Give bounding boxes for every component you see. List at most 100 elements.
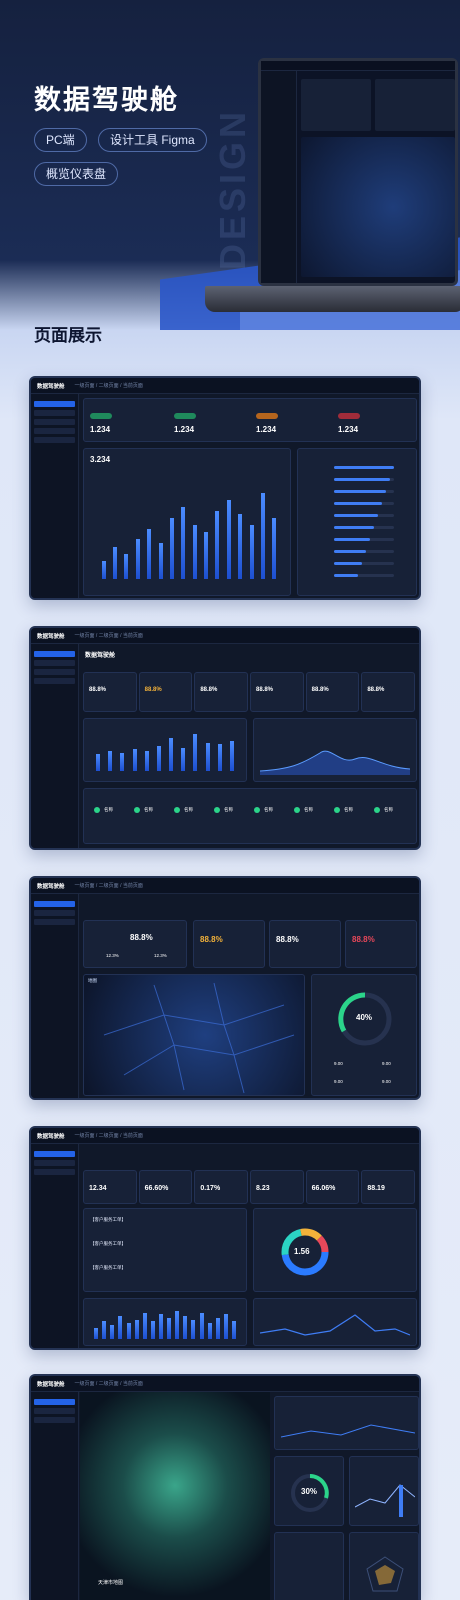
breadcrumb: 一级页面 / 二级页面 / 当前页面 bbox=[74, 883, 143, 889]
gauge-stat: 9.00 bbox=[334, 1079, 343, 1084]
person-avatar[interactable] bbox=[334, 807, 340, 813]
kpi-tag bbox=[90, 413, 112, 419]
kpi-value: 88.8% bbox=[200, 687, 218, 693]
kpi-value: 8.23 bbox=[256, 1185, 270, 1192]
chart-bar bbox=[101, 561, 106, 579]
sidebar-item-active[interactable] bbox=[34, 1399, 75, 1405]
sidebar-item[interactable] bbox=[34, 910, 75, 916]
sidebar-item-active[interactable] bbox=[34, 651, 75, 657]
event-item[interactable]: 【客户服务工单】 bbox=[90, 1241, 126, 1246]
sidebar-item[interactable] bbox=[34, 428, 75, 434]
chart-bar bbox=[134, 1319, 139, 1339]
tag-platform: PC端 bbox=[34, 128, 87, 152]
chart-bar bbox=[135, 539, 140, 579]
chart-bar bbox=[169, 517, 174, 579]
sidebar-item[interactable] bbox=[34, 410, 75, 416]
chart-bar bbox=[96, 754, 101, 771]
sidebar bbox=[31, 1144, 79, 1348]
chart-bar bbox=[226, 499, 231, 579]
line-chart bbox=[260, 1314, 410, 1336]
kpi-card: 88.8% bbox=[305, 672, 360, 712]
3d-map[interactable]: 天津市地图 bbox=[80, 1392, 270, 1600]
person-avatar[interactable] bbox=[374, 807, 380, 813]
sidebar-item[interactable] bbox=[34, 1160, 75, 1166]
chart-bar bbox=[193, 734, 198, 771]
app-logo[interactable]: 数据驾驶舱 bbox=[37, 883, 65, 890]
gauge-card: 30% bbox=[274, 1456, 344, 1526]
chart-bar bbox=[132, 749, 137, 771]
gauge-stat: 9.00 bbox=[382, 1079, 391, 1084]
sidebar-item[interactable] bbox=[34, 660, 75, 666]
line-chart-card bbox=[253, 1298, 417, 1346]
chart-bar bbox=[156, 746, 161, 771]
kpi-value: 88.8% bbox=[89, 687, 107, 693]
person-avatar[interactable] bbox=[254, 807, 260, 813]
gauge-stat: 9.00 bbox=[382, 1061, 391, 1066]
list-track bbox=[334, 574, 394, 577]
chart-bar bbox=[183, 1316, 188, 1339]
app-topbar: 数据驾驶舱 一级页面 / 二级页面 / 当前页面 bbox=[31, 1128, 419, 1144]
kpi-value: 88.8% bbox=[200, 935, 223, 944]
chart-bar bbox=[102, 1321, 107, 1339]
person-name: 名称 bbox=[224, 807, 233, 812]
app-topbar: 数据驾驶舱 一级页面 / 二级页面 / 当前页面 bbox=[31, 628, 419, 644]
chart-bar bbox=[150, 1321, 155, 1339]
person-avatar[interactable] bbox=[134, 807, 140, 813]
app-topbar: 数据驾驶舱 一级页面 / 二级页面 / 当前页面 bbox=[31, 378, 419, 394]
main-content: 88.8% 12.3% 12.3% 88.8% 88.8% 88.8% 地图 4… bbox=[83, 898, 417, 1096]
event-item[interactable]: 【客户服务工单】 bbox=[90, 1265, 126, 1270]
app-logo[interactable]: 数据驾驶舱 bbox=[37, 383, 65, 390]
breadcrumb: 一级页面 / 二级页面 / 当前页面 bbox=[74, 1381, 143, 1387]
person-avatar[interactable] bbox=[94, 807, 100, 813]
kpi-strip: 1.234 1.234 1.234 1.234 bbox=[83, 398, 417, 442]
list-track bbox=[334, 562, 394, 565]
bar-chart-card: 3.234 bbox=[83, 448, 291, 596]
page-title: 数据驾驶舱 bbox=[85, 653, 116, 659]
sidebar-item[interactable] bbox=[34, 678, 75, 684]
kpi-value: 88.8% bbox=[367, 687, 385, 693]
kpi-card: 88.8% bbox=[194, 672, 248, 712]
list-bar bbox=[334, 490, 386, 493]
person-avatar[interactable] bbox=[174, 807, 180, 813]
kpi-card: 12.34 bbox=[83, 1170, 137, 1204]
app-logo[interactable]: 数据驾驶舱 bbox=[37, 633, 65, 640]
sidebar-item[interactable] bbox=[34, 669, 75, 675]
sidebar-item[interactable] bbox=[34, 1417, 75, 1423]
app-logo[interactable]: 数据驾驶舱 bbox=[37, 1381, 65, 1388]
sidebar bbox=[31, 394, 79, 598]
screenshot-dashboard-5: 数据驾驶舱 一级页面 / 二级页面 / 当前页面 天津市地图 30% bbox=[29, 1374, 421, 1600]
sidebar-item[interactable] bbox=[34, 419, 75, 425]
sidebar-item-active[interactable] bbox=[34, 1151, 75, 1157]
chart-bar bbox=[181, 507, 186, 579]
event-item[interactable]: 【客户服务工单】 bbox=[90, 1217, 126, 1222]
screenshot-dashboard-2: 数据驾驶舱 一级页面 / 二级页面 / 当前页面 数据驾驶舱 88.8% 88.8… bbox=[29, 626, 421, 850]
area-chart bbox=[260, 750, 410, 775]
app-topbar: 数据驾驶舱 一级页面 / 二级页面 / 当前页面 bbox=[31, 878, 419, 894]
sidebar-item[interactable] bbox=[34, 919, 75, 925]
sidebar-item[interactable] bbox=[34, 1169, 75, 1175]
laptop-base bbox=[205, 286, 460, 312]
event-list: 【客户服务工单】 【客户服务工单】 【客户服务工单】 bbox=[90, 1217, 240, 1287]
chart-bar bbox=[181, 747, 186, 771]
bar-chart-card bbox=[83, 718, 247, 782]
person-avatar[interactable] bbox=[214, 807, 220, 813]
chart-bar bbox=[144, 751, 149, 771]
list-bar bbox=[334, 550, 366, 553]
chart-bar bbox=[249, 525, 254, 579]
sidebar bbox=[31, 644, 79, 848]
kpi-row: 88.8% 88.8% 88.8% 88.8% 88.8% 88.8% bbox=[83, 672, 415, 712]
main-content: 1.234 1.234 1.234 1.234 3.234 bbox=[83, 398, 417, 596]
list-bar bbox=[334, 478, 390, 481]
sidebar-item[interactable] bbox=[34, 437, 75, 443]
app-logo[interactable]: 数据驾驶舱 bbox=[37, 1133, 65, 1140]
sidebar-item[interactable] bbox=[34, 1408, 75, 1414]
map-card[interactable]: 地图 bbox=[83, 974, 305, 1096]
sidebar-item-active[interactable] bbox=[34, 401, 75, 407]
chart-bar bbox=[110, 1324, 115, 1339]
list-bar bbox=[334, 502, 382, 505]
chart-main-value: 3.234 bbox=[90, 455, 111, 464]
sidebar-item-active[interactable] bbox=[34, 901, 75, 907]
person-avatar[interactable] bbox=[294, 807, 300, 813]
line-chart bbox=[281, 1424, 415, 1438]
person-name: 名称 bbox=[344, 807, 353, 812]
